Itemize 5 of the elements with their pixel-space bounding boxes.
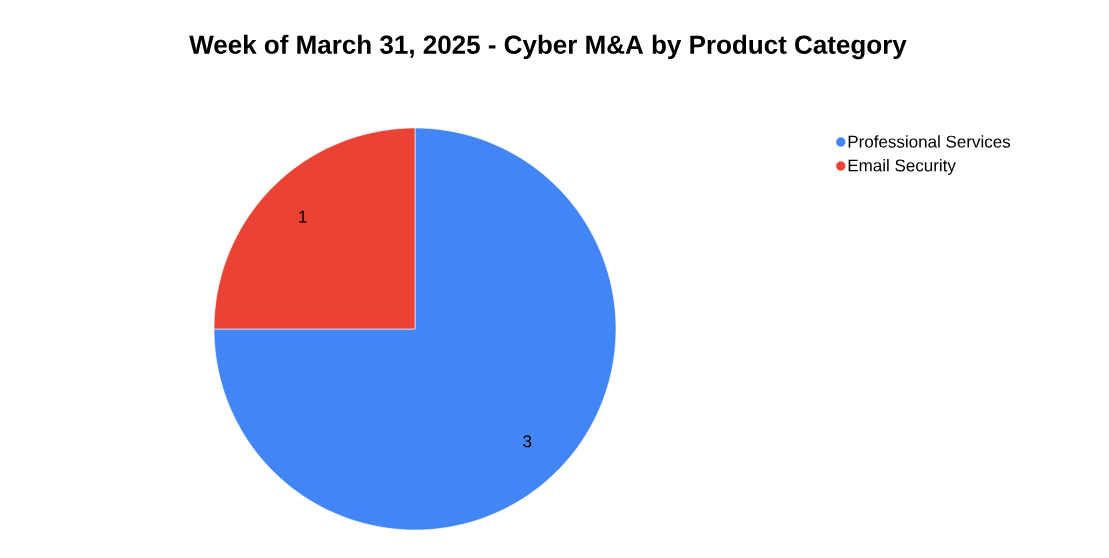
- legend-label: Email Security: [848, 159, 956, 175]
- legend-label: Professional Services: [848, 135, 1011, 148]
- chart-title: Week of March 31, 2025 - Cyber M&A by Product Category: [189, 34, 907, 60]
- data-label: 3: [523, 435, 532, 448]
- data-label: 1: [299, 210, 307, 223]
